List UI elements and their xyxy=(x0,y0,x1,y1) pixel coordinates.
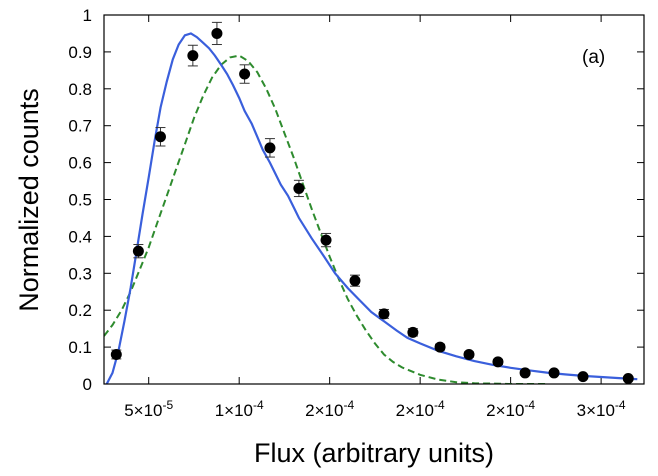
y-tick-label: 0 xyxy=(83,375,92,394)
y-axis-title: Normalized counts xyxy=(14,88,44,312)
data-marker xyxy=(463,348,475,360)
data-marker xyxy=(110,348,122,360)
data-point xyxy=(110,348,122,360)
y-tick-label: 0.1 xyxy=(68,338,92,357)
data-point xyxy=(211,21,223,46)
data-marker xyxy=(407,326,419,338)
data-point xyxy=(239,64,251,84)
data-point xyxy=(349,274,361,287)
y-tick-label: 0.8 xyxy=(68,80,92,99)
data-point xyxy=(492,356,504,368)
data-marker xyxy=(622,372,634,384)
data-point xyxy=(434,341,446,353)
data-point xyxy=(407,326,419,338)
data-point xyxy=(132,244,144,259)
x-tick-label: 1×10-4 xyxy=(215,398,264,420)
x-tick-label: 5×10-5 xyxy=(124,398,173,420)
x-tick-label: 2×10-4 xyxy=(305,398,354,420)
data-marker xyxy=(519,367,531,379)
data-marker xyxy=(211,27,223,39)
y-tick-label: 0.3 xyxy=(68,264,92,283)
y-tick-label: 0.6 xyxy=(68,154,92,173)
data-point xyxy=(154,127,166,147)
data-point xyxy=(320,232,332,248)
data-marker xyxy=(548,367,560,379)
data-marker xyxy=(577,371,589,383)
dashed-fit-curve xyxy=(104,54,547,384)
x-tick-label: 2×10-4 xyxy=(486,398,535,420)
y-tick-label: 0.2 xyxy=(68,301,92,320)
data-point xyxy=(463,348,475,360)
data-marker xyxy=(378,308,390,320)
data-marker xyxy=(239,68,251,80)
y-ticks xyxy=(104,14,644,385)
panel-label: (a) xyxy=(582,47,605,68)
x-ticks xyxy=(148,15,602,384)
data-point xyxy=(548,367,560,379)
x-tick-label: 3×10-4 xyxy=(577,398,626,420)
data-marker xyxy=(187,50,199,62)
data-marker xyxy=(264,142,276,154)
x-tick-labels: 5×10-5 1×10-4 2×10-4 2×10-4 2×10-4 3×10-4 xyxy=(124,398,626,420)
y-tick-label: 0.9 xyxy=(68,43,92,62)
plot-area xyxy=(104,21,638,384)
data-marker xyxy=(492,356,504,368)
data-marker xyxy=(154,131,166,143)
y-tick-label: 0.5 xyxy=(68,191,92,210)
data-point xyxy=(293,179,305,198)
data-point xyxy=(622,372,634,384)
y-tick-label: 0.4 xyxy=(68,227,92,246)
data-point xyxy=(378,308,390,320)
data-marker xyxy=(434,341,446,353)
x-tick-label: 2×10-4 xyxy=(396,398,445,420)
data-marker xyxy=(293,182,305,194)
data-marker xyxy=(349,275,361,287)
y-tick-label: 0.7 xyxy=(68,117,92,136)
data-point xyxy=(187,44,199,67)
data-point xyxy=(519,367,531,379)
y-tick-label: 1 xyxy=(83,6,92,25)
data-marker xyxy=(320,234,332,246)
data-points xyxy=(110,21,634,384)
y-tick-labels: 0 0.1 0.2 0.3 0.4 0.5 0.6 0.7 0.8 0.9 1 xyxy=(68,6,92,394)
solid-fit-curve xyxy=(105,32,638,384)
data-marker xyxy=(132,245,144,257)
x-axis-title: Flux (arbitrary units) xyxy=(254,438,494,468)
data-point xyxy=(264,138,276,158)
plot-frame xyxy=(103,14,645,385)
data-point xyxy=(577,371,589,383)
